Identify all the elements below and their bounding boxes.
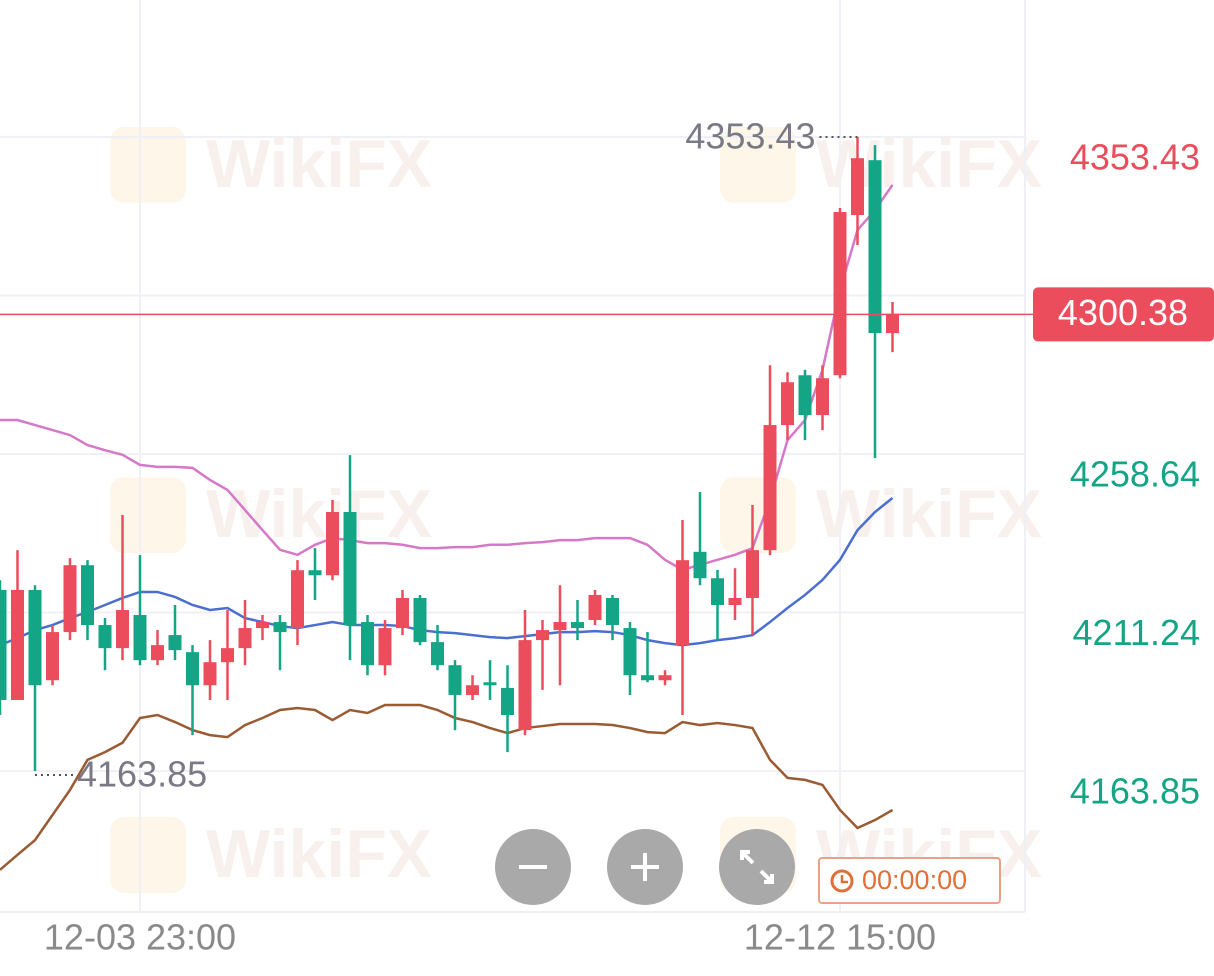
candle-body (98, 625, 112, 649)
current-price-label: 4300.38 (1058, 292, 1188, 333)
candle-body (63, 565, 77, 633)
timer: 00:00:00 (818, 857, 1001, 904)
candle-body (746, 550, 759, 598)
clock-icon (830, 869, 854, 893)
candle-body (833, 212, 847, 376)
candle-body (28, 589, 42, 686)
y-tick-label: 4258.64 (1070, 454, 1200, 495)
overlays: 12-03 23:00 12-12 15:00 4353.43 4258.64 4211… (0, 116, 1214, 958)
candle-body (693, 551, 707, 579)
candle-body (763, 425, 777, 551)
candle-body (116, 610, 129, 649)
candle-body (361, 622, 374, 666)
candle-body (588, 594, 602, 621)
candles (0, 137, 899, 772)
candle-body (606, 597, 619, 626)
watermark-logo (110, 127, 186, 203)
y-tick-label: 4353.43 (1070, 137, 1200, 178)
candle-body (448, 665, 462, 695)
candle-body (571, 622, 584, 629)
candle-body (308, 570, 322, 576)
candle-body (168, 635, 182, 651)
candle-body (291, 570, 304, 629)
candle-body (728, 597, 742, 605)
watermark-text: WikiFX (206, 476, 432, 552)
candle-body (151, 645, 164, 661)
x-tick-label: 12-12 15:00 (744, 917, 936, 958)
candle-body (518, 640, 532, 731)
candle-body (886, 314, 899, 334)
candle-body (553, 622, 567, 631)
candle-body (11, 589, 24, 700)
y-tick-label: 4211.24 (1073, 612, 1200, 653)
candle-body (238, 628, 252, 649)
watermark-logo (110, 477, 186, 553)
grid (0, 0, 1025, 912)
candle-body (536, 630, 549, 641)
watermark-text: WikiFX (206, 126, 432, 202)
candle-body (781, 382, 794, 426)
watermark-logo (110, 817, 186, 893)
timer-box (818, 857, 1001, 904)
indicator-line (0, 703, 894, 871)
candle-body (378, 628, 392, 666)
candle-body (658, 675, 672, 681)
candle-body (623, 628, 637, 676)
candle-body (413, 597, 427, 643)
watermark-text: WikiFX (816, 476, 1042, 552)
timer-text: 00:00:00 (862, 865, 967, 895)
candle-body (46, 632, 59, 681)
candle-body (203, 662, 217, 686)
high-marker-label: 4353.43 (685, 116, 815, 157)
candle-body (0, 589, 7, 700)
zoom-out-button[interactable] (495, 829, 571, 905)
candle-body (501, 687, 514, 716)
clock-hands (840, 875, 848, 884)
candle-body (343, 512, 357, 626)
low-marker-label: 4163.85 (77, 754, 207, 795)
candle-body (431, 642, 444, 666)
candle-body (868, 160, 882, 334)
candle-body (711, 578, 724, 605)
candle-body (851, 158, 864, 216)
indicator-line (0, 184, 894, 572)
candle-body (81, 565, 94, 626)
watermark-logo (720, 477, 796, 553)
candle-body (256, 622, 269, 629)
indicator-lines (0, 184, 894, 871)
button-bg[interactable] (719, 829, 795, 905)
candle-body (676, 560, 689, 646)
watermark-logo (720, 127, 796, 203)
candle-body (133, 615, 147, 661)
zoom-in-button[interactable] (607, 829, 683, 905)
candle-body (273, 622, 287, 633)
candle-body (221, 648, 234, 663)
candle-body (483, 682, 497, 686)
indicator-line (0, 496, 894, 647)
x-tick-label: 12-03 23:00 (44, 917, 236, 958)
y-tick-label: 4163.85 (1070, 771, 1200, 812)
candle-body (798, 375, 812, 416)
expand-icon (740, 850, 774, 884)
candle-body (466, 685, 479, 695)
candle-body (816, 378, 829, 416)
fullscreen-button[interactable] (719, 829, 795, 905)
candle-body (326, 512, 339, 576)
candle-body (641, 675, 654, 681)
watermark-text: WikiFX (206, 816, 432, 892)
candle-body (186, 652, 199, 686)
candle-body (396, 597, 409, 629)
current-price-box (1033, 287, 1214, 342)
